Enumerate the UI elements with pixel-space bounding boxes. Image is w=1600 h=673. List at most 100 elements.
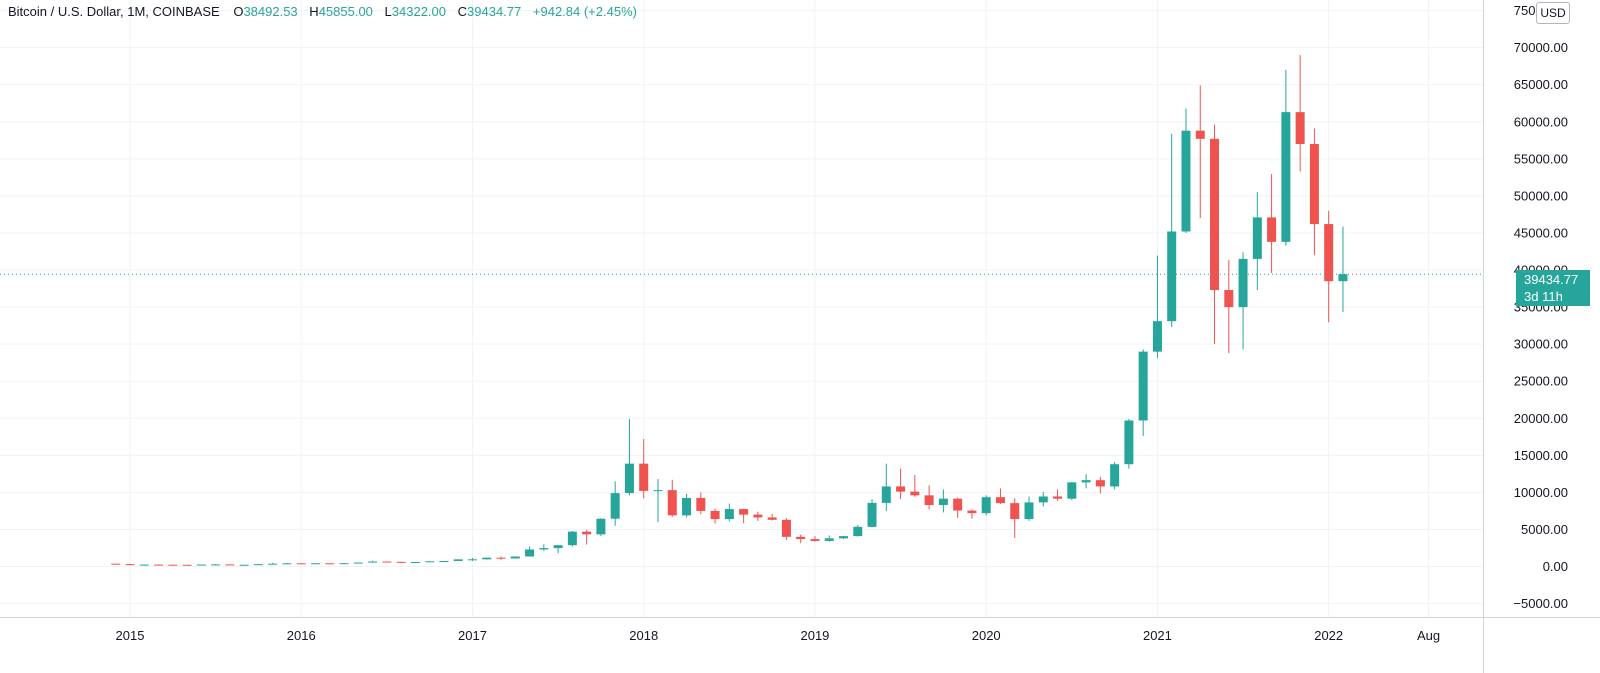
y-tick-label: 45000.00 — [1514, 225, 1568, 240]
candle-body — [781, 519, 791, 537]
candle-body — [1024, 502, 1034, 520]
candle-body — [1110, 464, 1120, 487]
y-tick-label: 15000.00 — [1514, 448, 1568, 463]
y-tick-label: 10000.00 — [1514, 485, 1568, 500]
candle-body — [596, 518, 606, 535]
bar-countdown: 3d 11h — [1524, 289, 1563, 304]
candle-body — [439, 561, 449, 563]
y-tick-label: 25000.00 — [1514, 374, 1568, 389]
candle-body — [196, 564, 206, 566]
candle-body — [1281, 112, 1291, 242]
candle-body — [368, 561, 378, 563]
change-value: +942.84 (+2.45%) — [532, 4, 637, 19]
candle-body — [853, 526, 863, 537]
candle-body — [539, 548, 549, 550]
candle-body — [154, 564, 164, 566]
candle-body — [1152, 321, 1162, 352]
candle-body — [1038, 496, 1048, 503]
high-value: 45855.00 — [318, 4, 373, 19]
x-tick-label: 2016 — [287, 628, 316, 643]
last-price-tag: 39434.77 3d 11h — [1516, 270, 1590, 306]
open-label: O — [233, 4, 244, 19]
candle-body — [582, 531, 592, 535]
candle-body — [525, 549, 535, 557]
x-tick-label: Aug — [1417, 628, 1440, 643]
candle-body — [482, 557, 492, 560]
candle-body — [467, 559, 477, 561]
candle-body — [1238, 258, 1248, 308]
candle-body — [839, 536, 848, 539]
candle-body — [1324, 224, 1334, 282]
candle-body — [410, 561, 420, 563]
candle-body — [753, 514, 763, 518]
candle-body — [339, 563, 349, 565]
candle-body — [810, 539, 820, 541]
candle-body — [1067, 482, 1077, 499]
candle-body — [425, 561, 435, 563]
candle-body — [938, 498, 948, 505]
candle-body — [311, 563, 321, 565]
y-tick-label: 65000.00 — [1514, 77, 1568, 92]
y-tick-label: 60000.00 — [1514, 114, 1568, 129]
candle-body — [296, 563, 306, 565]
candle-body — [995, 497, 1005, 504]
candle-body — [325, 563, 335, 565]
candle-body — [1309, 144, 1319, 225]
candle-body — [667, 490, 677, 516]
close-value: 39434.77 — [467, 4, 522, 19]
candle-body — [1295, 112, 1305, 145]
chart-legend: Bitcoin / U.S. Dollar, 1M, COINBASE O384… — [8, 4, 645, 19]
candle-body — [253, 564, 263, 566]
candle-body — [1224, 290, 1234, 308]
last-price-value: 39434.77 — [1524, 272, 1579, 287]
y-tick-label: 0.00 — [1543, 559, 1568, 574]
candle-body — [239, 564, 249, 566]
candle-body — [896, 486, 906, 492]
open-value: 38492.53 — [243, 4, 298, 19]
candle-body — [1095, 480, 1105, 487]
candle-body — [710, 510, 720, 520]
low-label: L — [384, 4, 392, 19]
candle-body — [624, 463, 634, 494]
y-tick-label: 70000.00 — [1514, 40, 1568, 55]
candle-body — [967, 510, 977, 514]
x-tick-label: 2018 — [629, 628, 658, 643]
candle-body — [1267, 217, 1277, 242]
x-tick-label: 2017 — [458, 628, 487, 643]
candle-body — [396, 561, 406, 563]
currency-button[interactable]: USD — [1536, 2, 1570, 24]
candle-body — [1167, 231, 1177, 322]
candle-body — [225, 564, 235, 566]
candle-body — [567, 531, 577, 546]
x-tick-label: 2015 — [116, 628, 145, 643]
candle-body — [1210, 138, 1220, 291]
candle-body — [610, 493, 620, 519]
candle-body — [1138, 351, 1148, 421]
low-value: 34322.00 — [391, 4, 447, 19]
candle-body — [953, 498, 963, 511]
candle-body — [1053, 496, 1063, 499]
candle-body — [496, 557, 506, 559]
candle-body — [353, 562, 363, 564]
y-tick-label: 55000.00 — [1514, 151, 1568, 166]
candle-body — [924, 495, 934, 505]
x-tick-label: 2019 — [800, 628, 829, 643]
candle-body — [767, 517, 777, 520]
x-tick-label: 2022 — [1314, 628, 1343, 643]
candle-body — [510, 556, 520, 559]
candle-body — [1252, 217, 1262, 259]
candle-body — [553, 545, 563, 549]
symbol-title: Bitcoin / U.S. Dollar, 1M, COINBASE — [8, 4, 220, 19]
candle-body — [696, 497, 706, 511]
candle-body — [824, 538, 834, 541]
y-tick-label: 5000.00 — [1521, 522, 1568, 537]
candle-body — [168, 564, 178, 566]
candle-body — [1081, 480, 1091, 483]
candle-body — [268, 563, 278, 565]
candle-body — [682, 497, 692, 516]
candle-body — [724, 509, 734, 520]
candle-body — [211, 564, 221, 566]
y-tick-label: 30000.00 — [1514, 337, 1568, 352]
candle-body — [1338, 274, 1348, 282]
